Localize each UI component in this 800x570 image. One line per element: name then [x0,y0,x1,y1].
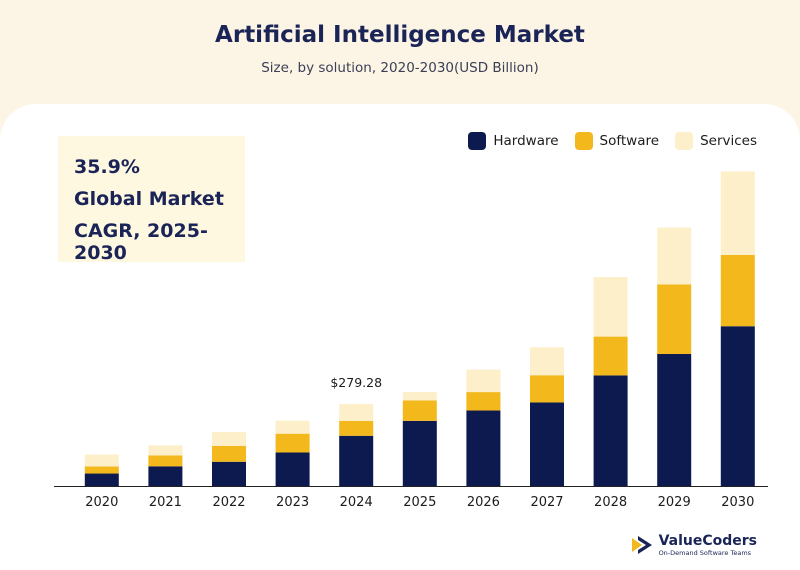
legend: Hardware Software Services [468,132,757,150]
bar-software-2020 [84,466,119,474]
x-tick-label-2021: 2021 [149,495,182,510]
bar-hardware-2023 [275,452,310,486]
bar-software-2030 [720,254,755,327]
bar-services-2025 [402,392,437,401]
bar-hardware-2025 [402,420,437,486]
bar-software-2025 [402,400,437,421]
brand-logo: ValueCoders On-Demand Software Teams [630,534,757,557]
bar-services-2020 [84,454,119,467]
legend-swatch-software [574,132,593,150]
legend-item-services: Services [675,132,757,150]
x-tick-label-2027: 2027 [530,495,563,510]
x-tick-label-2025: 2025 [403,495,436,510]
bar-hardware-2027 [530,402,564,486]
bar-software-2027 [530,375,564,403]
legend-swatch-services [675,132,694,150]
x-tick-label-2028: 2028 [594,495,627,510]
legend-item-software: Software [574,132,660,150]
legend-label-services: Services [700,133,757,149]
bar-services-2021 [148,445,183,456]
bar-services-2029 [657,227,692,285]
cagr-label-line2: CAGR, 2025-2030 [74,220,208,264]
bar-software-2021 [148,455,183,467]
bar-hardware-2021 [148,466,183,486]
bar-software-2022 [212,445,246,462]
bar-services-2026 [466,369,501,393]
x-tick-label-2029: 2029 [658,495,691,510]
bar-software-2028 [593,336,628,376]
x-tick-label-2022: 2022 [212,495,245,510]
bar-hardware-2022 [212,461,246,486]
chart-subtitle: Size, by solution, 2020-2030(USD Billion… [261,60,539,76]
logo-tagline: On-Demand Software Teams [658,549,752,557]
bar-hardware-2028 [593,375,628,486]
bar-software-2024 [339,420,374,436]
logo-wordmark: ValueCoders [658,533,757,549]
bar-hardware-2029 [657,353,692,486]
bar-software-2023 [275,433,310,453]
bar-hardware-2026 [466,410,501,486]
legend-label-hardware: Hardware [493,133,559,149]
bar-hardware-2020 [84,473,119,486]
bar-hardware-2024 [339,435,374,486]
cagr-value: 35.9% [74,156,140,178]
bar-software-2026 [466,392,501,411]
bar-services-2027 [530,347,564,376]
legend-swatch-hardware [468,132,487,150]
bar-hardware-2030 [720,326,755,486]
cagr-label-line1: Global Market [74,188,224,210]
cagr-callout: 35.9% Global Market CAGR, 2025-2030 [58,136,245,264]
x-tick-label-2023: 2023 [276,495,309,510]
x-tick-label-2020: 2020 [85,495,118,510]
x-tick-label-2026: 2026 [467,495,500,510]
valuecoders-logo-icon [631,536,652,555]
x-tick-label-2024: 2024 [340,495,373,510]
data-label-2024: $279.28 [330,375,382,390]
bar-services-2024 [339,404,374,421]
x-tick-label-2030: 2030 [721,495,754,510]
bar-services-2030 [720,171,755,255]
bar-services-2028 [593,277,628,337]
legend-label-software: Software [599,133,660,149]
chart-title: Artificial Intelligence Market [215,22,585,48]
bar-software-2029 [657,284,692,354]
legend-item-hardware: Hardware [468,132,559,150]
bar-services-2023 [275,420,310,434]
bar-services-2022 [212,432,246,446]
